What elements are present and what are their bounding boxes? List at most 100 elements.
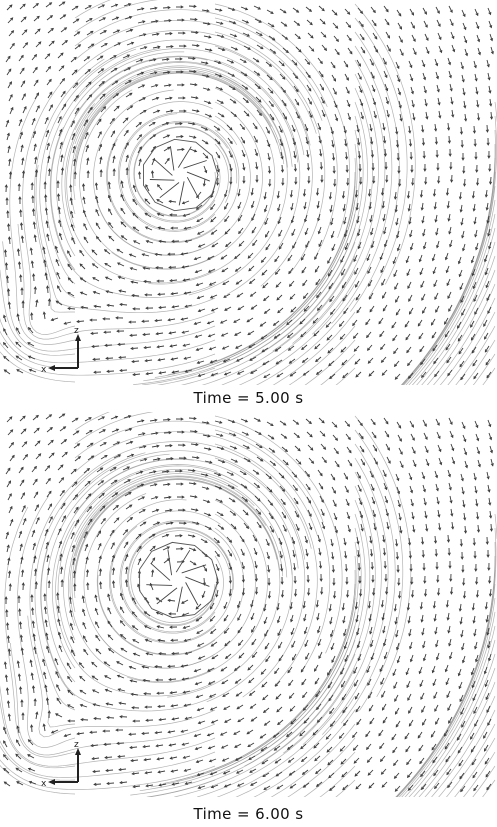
velocity-arrow <box>214 8 222 12</box>
velocity-arrow <box>237 370 245 375</box>
velocity-arrow <box>238 639 244 646</box>
velocity-arrow <box>459 282 464 290</box>
velocity-arrow <box>459 603 462 611</box>
velocity-arrow <box>72 82 78 89</box>
velocity-arrow <box>171 357 179 360</box>
velocity-arrow-head <box>21 67 25 71</box>
velocity-arrow-head <box>248 692 253 696</box>
velocity-arrow <box>384 651 388 659</box>
velocity-arrow-head <box>56 605 60 609</box>
velocity-arrow-head <box>234 47 239 51</box>
velocity-arrow <box>137 558 142 566</box>
velocity-arrow-head <box>462 170 466 174</box>
velocity-arrow <box>224 718 232 723</box>
velocity-arrow-head <box>131 625 136 629</box>
velocity-arrow-head <box>310 460 315 464</box>
velocity-arrow <box>122 54 130 59</box>
velocity-arrow <box>277 190 280 198</box>
velocity-arrow <box>82 609 86 617</box>
velocity-arrow-head <box>180 482 184 486</box>
velocity-arrow <box>220 254 228 260</box>
velocity-arrow-head <box>383 244 387 248</box>
velocity-arrow-head <box>195 96 199 100</box>
velocity-arrow-head <box>98 530 102 534</box>
velocity-arrow-head <box>31 685 36 689</box>
velocity-arrow <box>110 542 115 550</box>
velocity-arrow <box>450 31 455 39</box>
velocity-arrow <box>35 105 40 113</box>
velocity-arrow-head <box>355 297 359 301</box>
velocity-arrow-head <box>229 127 233 131</box>
velocity-arrow <box>70 468 77 475</box>
velocity-arrow-head <box>241 552 245 557</box>
velocity-arrow <box>304 227 309 235</box>
velocity-arrow-head <box>370 566 374 570</box>
velocity-arrow-head <box>485 619 489 623</box>
velocity-arrow-head <box>397 78 401 83</box>
velocity-arrow-head <box>361 449 365 453</box>
velocity-arrow-head <box>304 643 308 648</box>
velocity-arrow <box>198 655 206 660</box>
velocity-arrow-head <box>67 263 71 267</box>
velocity-arrow-head <box>412 529 416 533</box>
velocity-arrow-head <box>449 88 453 92</box>
velocity-arrow-head <box>181 742 185 746</box>
velocity-arrow <box>332 87 337 95</box>
velocity-arrow-head <box>345 77 349 81</box>
velocity-arrow-head <box>32 273 36 277</box>
velocity-arrow <box>424 588 427 597</box>
velocity-arrow-head <box>21 712 25 716</box>
velocity-arrow-head <box>112 155 116 159</box>
velocity-arrow-head <box>410 169 414 173</box>
velocity-arrow-head <box>265 658 269 663</box>
velocity-arrow <box>406 255 410 263</box>
velocity-arrow <box>411 589 414 598</box>
velocity-arrow-head <box>228 593 232 597</box>
velocity-arrow-head <box>486 632 490 636</box>
velocity-arrow <box>425 523 428 531</box>
velocity-arrow-head <box>44 684 48 688</box>
velocity-arrow <box>487 484 490 492</box>
velocity-arrow-head <box>352 335 357 339</box>
velocity-arrow <box>207 667 215 672</box>
velocity-arrow-head <box>56 193 61 197</box>
velocity-arrow-head <box>223 618 227 622</box>
velocity-arrow <box>445 343 451 351</box>
velocity-arrow <box>385 96 389 104</box>
velocity-arrow <box>305 652 310 660</box>
velocity-arrow <box>330 538 334 546</box>
velocity-arrow-head <box>111 554 115 558</box>
velocity-arrow-head <box>38 453 42 457</box>
velocity-arrow <box>247 330 255 336</box>
velocity-arrow <box>150 557 156 565</box>
velocity-arrow-head <box>207 500 211 504</box>
velocity-arrow-head <box>167 146 171 150</box>
streamline <box>401 171 496 385</box>
velocity-arrow <box>474 216 477 224</box>
velocity-arrow-head <box>6 622 10 626</box>
velocity-arrow-head <box>272 37 276 41</box>
velocity-arrow-head <box>235 281 239 285</box>
velocity-arrow <box>99 442 107 447</box>
velocity-arrow-head <box>7 570 12 574</box>
velocity-arrow <box>211 372 219 376</box>
velocity-arrow-head <box>322 21 326 25</box>
velocity-arrow-head <box>367 360 371 364</box>
velocity-arrow-head <box>91 689 96 693</box>
velocity-arrow-head <box>346 423 351 427</box>
velocity-arrow-head <box>315 282 319 286</box>
velocity-arrow-head <box>423 593 428 597</box>
velocity-arrow <box>380 677 385 685</box>
velocity-arrow <box>145 184 150 192</box>
velocity-arrow-head <box>102 93 106 97</box>
velocity-arrow-head <box>319 166 323 170</box>
velocity-arrow-head <box>371 487 375 492</box>
velocity-arrow <box>136 483 144 488</box>
velocity-arrow <box>148 533 156 539</box>
velocity-arrow <box>133 652 141 657</box>
velocity-arrow <box>282 112 287 120</box>
velocity-arrow-head <box>450 101 454 105</box>
velocity-arrow <box>46 697 49 706</box>
velocity-arrow-head <box>262 285 266 289</box>
velocity-arrow-head <box>435 154 439 158</box>
